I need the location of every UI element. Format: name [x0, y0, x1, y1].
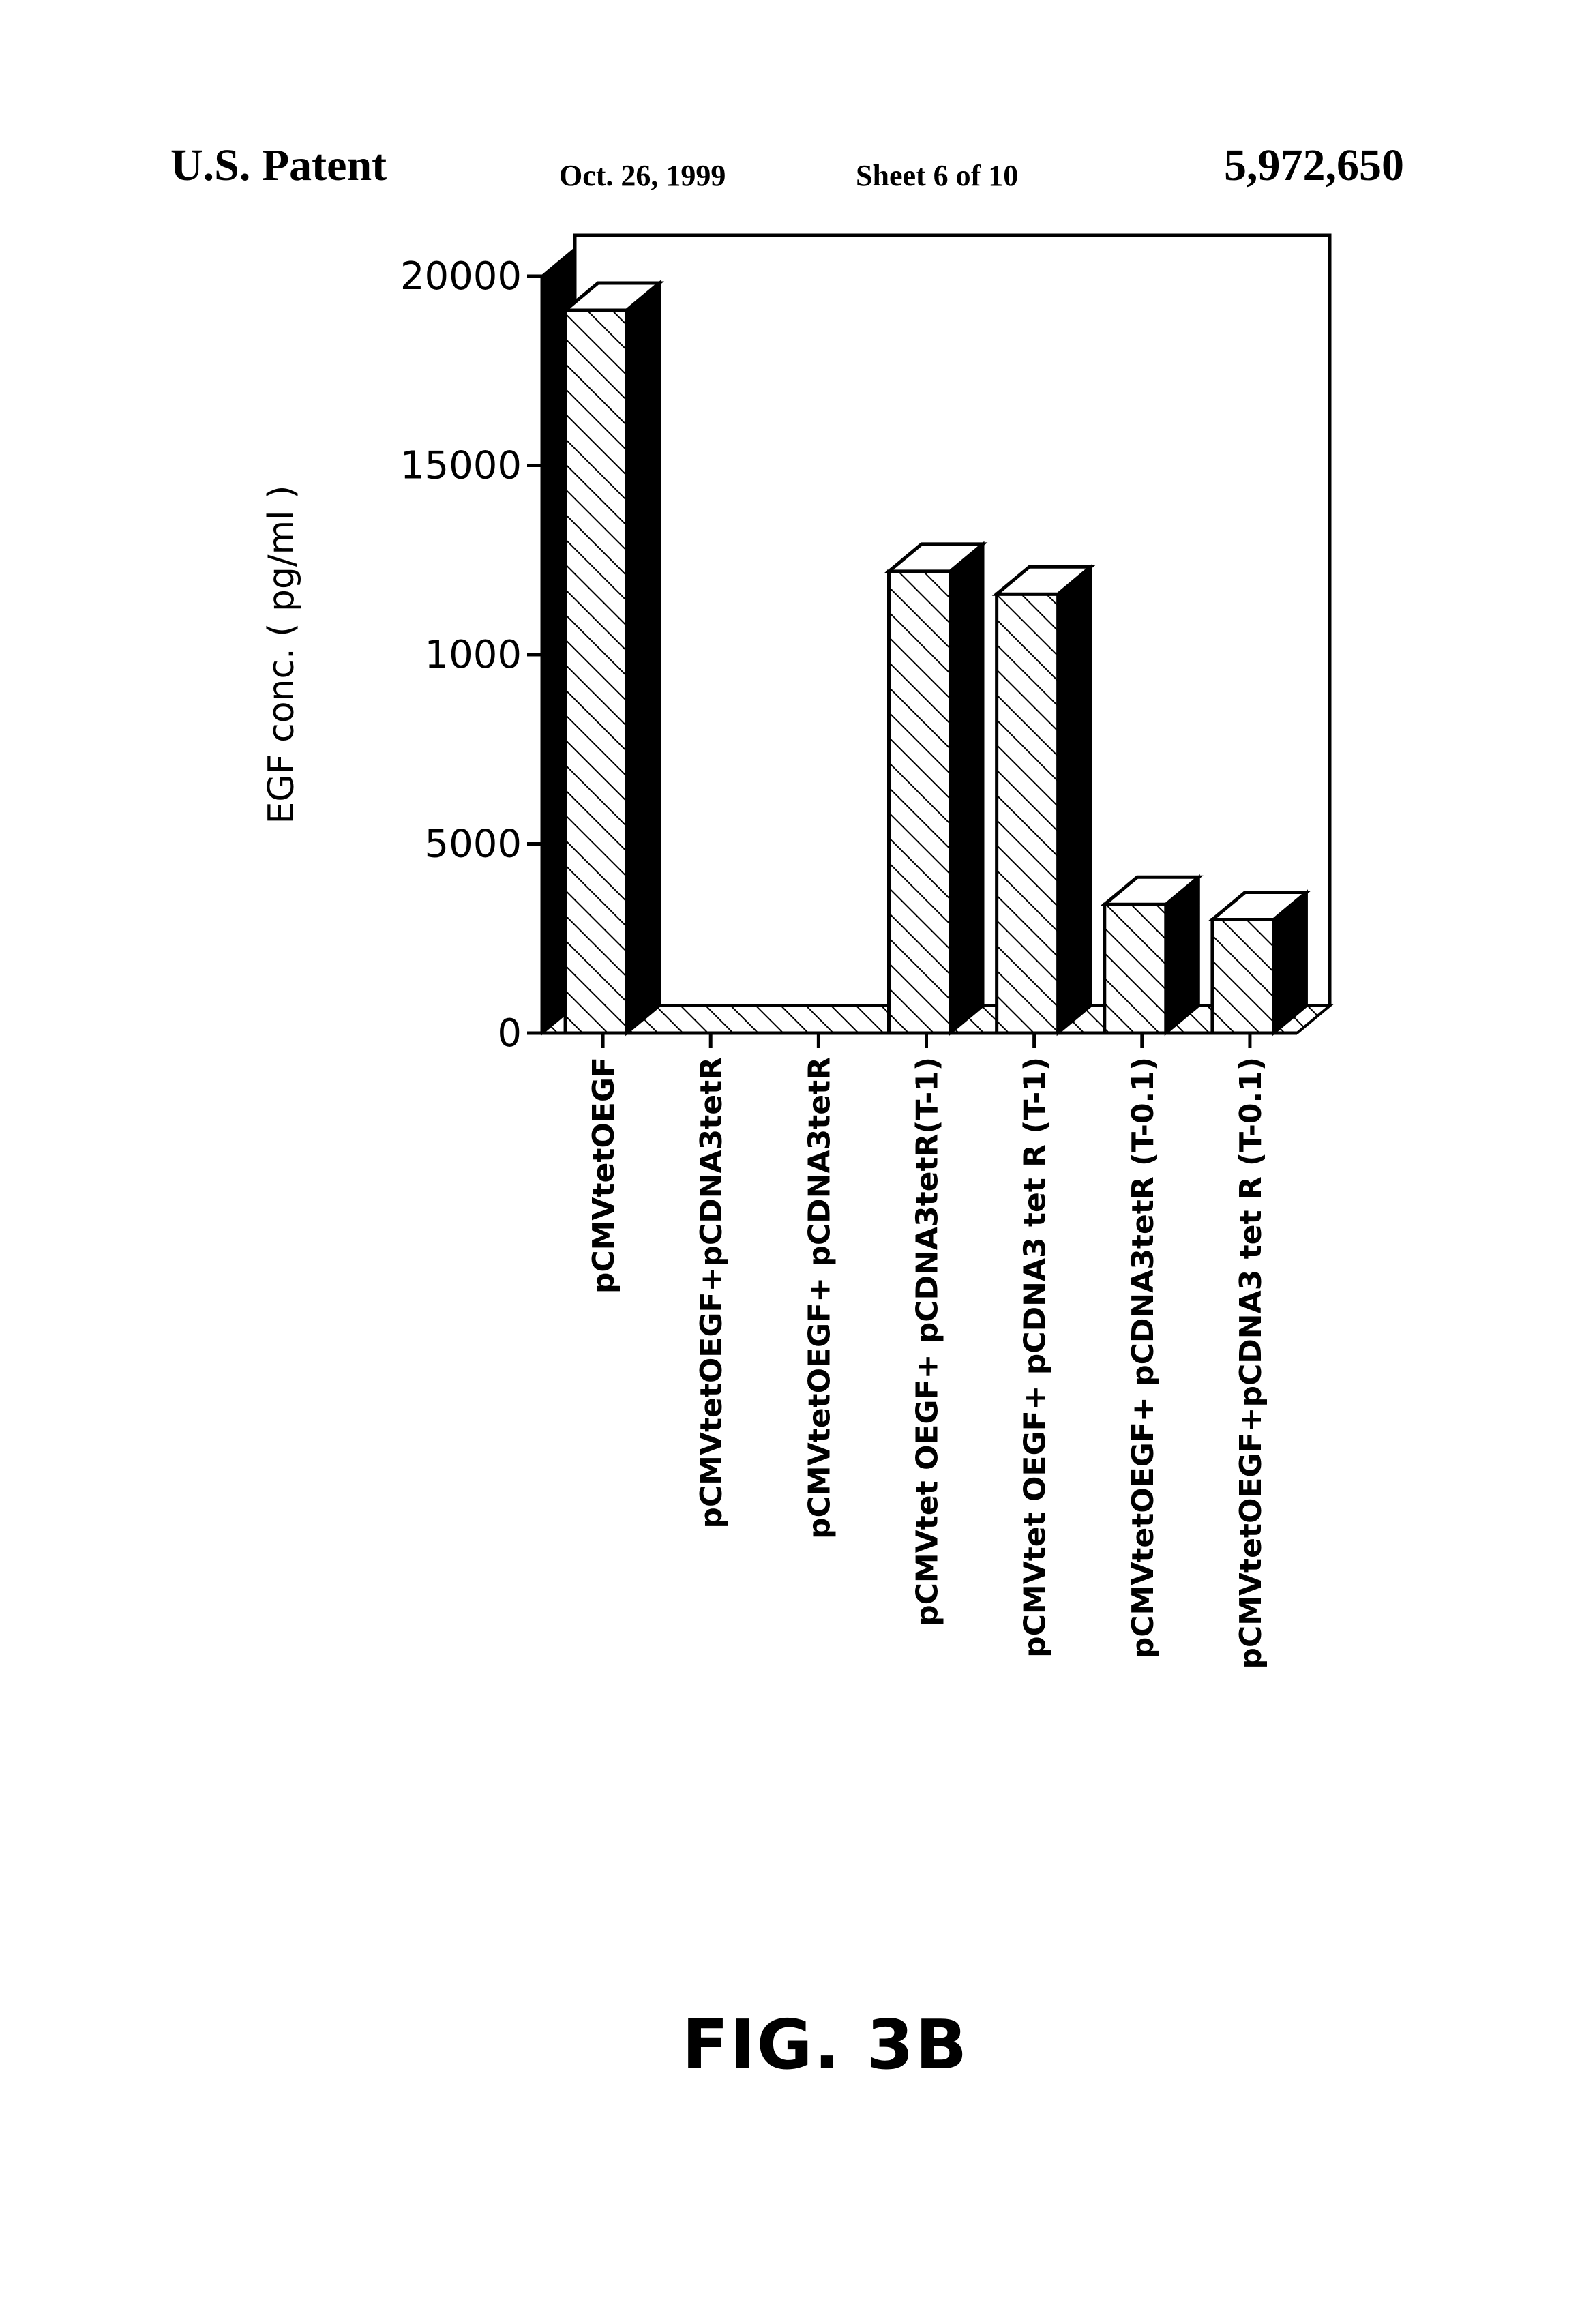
x-tick-label: pCMVtetOEGF+pCDNA3tetR [694, 1057, 729, 1529]
bar [997, 594, 1058, 1033]
y-tick-label: 5000 [424, 822, 522, 867]
x-tick-label: pCMVtetOEGF+ pCDNA3tetR (T-0.1) [1126, 1057, 1161, 1658]
x-tick-label: pCMVtet OEGF+ pCDNA3 tet R (T-1) [1018, 1057, 1053, 1658]
bar-side [627, 283, 659, 1033]
bar [1212, 920, 1274, 1034]
bar-side [1058, 567, 1091, 1033]
bar-side [951, 544, 983, 1033]
x-tick-label: pCMVtetOEGF+ pCDNA3tetR [802, 1057, 837, 1539]
bar [1105, 904, 1166, 1033]
x-tick-label: pCMVtet OEGF+ pCDNA3tetR(T-1) [910, 1057, 945, 1626]
figure-label: FIG. 3B [682, 2005, 968, 2085]
y-axis: 0 5000 1000 15000 20000 [400, 254, 542, 1056]
bar [565, 310, 627, 1033]
x-tick-label: pCMVtetOEGF+pCDNA3 tet R (T-0.1) [1234, 1057, 1268, 1669]
bar [889, 571, 951, 1033]
bar-series [565, 283, 1307, 1033]
y-tick-label: 20000 [400, 254, 522, 299]
x-axis: pCMVtetOEGF pCMVtetOEGF+pCDNA3tetR pCMVtet… [586, 1033, 1268, 1669]
y-tick-label: 15000 [400, 444, 522, 488]
x-tick-label: pCMVtetOEGF [586, 1057, 621, 1294]
y-axis-label: EGF conc. ( pg/ml ) [261, 486, 302, 824]
y-tick-label: 0 [497, 1011, 522, 1056]
y-tick-label: 1000 [424, 633, 522, 677]
